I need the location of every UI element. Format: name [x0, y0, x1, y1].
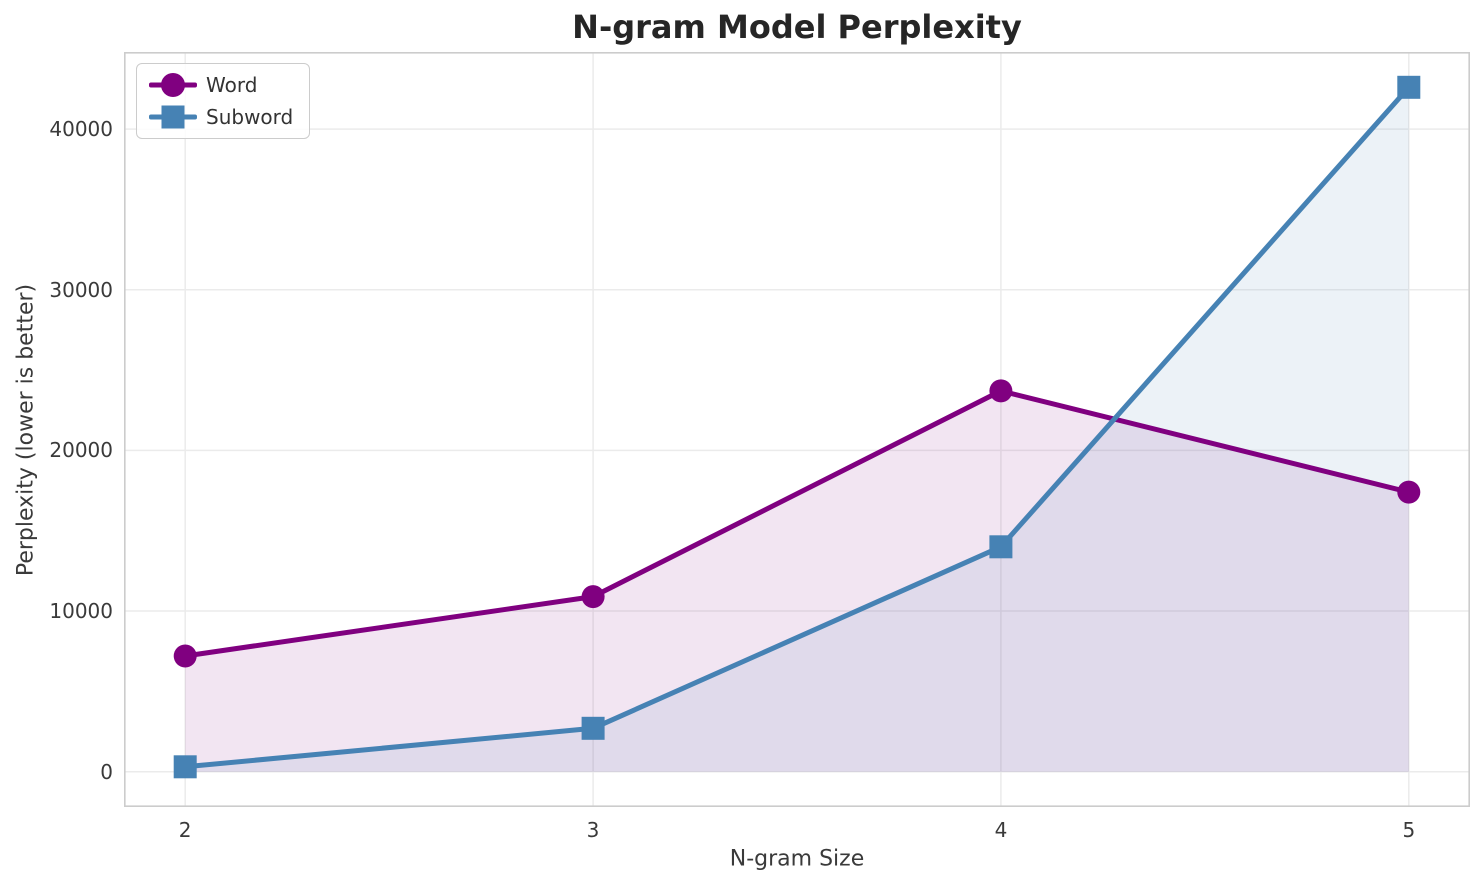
marker-word: [989, 379, 1013, 403]
legend: Word Subword: [136, 63, 311, 139]
chart-title: N-gram Model Perplexity: [572, 8, 1022, 46]
square-marker-icon: [149, 103, 197, 131]
y-tick-label: 20000: [49, 438, 113, 463]
y-tick-label: 10000: [49, 599, 113, 624]
y-tick-label: 0: [100, 759, 113, 784]
legend-item-word: Word: [149, 71, 293, 99]
plot-area: [124, 52, 1470, 807]
plot-canvas: [124, 52, 1470, 807]
marker-subword: [989, 535, 1013, 559]
x-tick-label: 4: [994, 818, 1008, 842]
marker-word: [173, 644, 197, 668]
legend-label: Word: [206, 73, 258, 97]
x-tick-label: 5: [1402, 818, 1416, 842]
area-fill-subword: [185, 87, 1409, 772]
circle-marker-icon: [149, 71, 197, 99]
marker-word: [1397, 480, 1421, 504]
marker-subword: [581, 716, 605, 740]
plot-border: [124, 52, 1470, 807]
line-subword: [182, 84, 1412, 770]
marker-subword: [1397, 75, 1421, 99]
legend-marker-shape: [161, 73, 185, 97]
x-tick-label: 3: [586, 818, 600, 842]
marker-subword: [173, 755, 197, 779]
legend-label: Subword: [206, 105, 294, 129]
x-tick-label: 2: [178, 818, 192, 842]
legend-marker-shape: [161, 105, 185, 129]
legend-item-subword: Subword: [149, 103, 293, 131]
y-axis-label: Perplexity (lower is better): [13, 283, 39, 577]
marker-word: [581, 585, 605, 609]
x-axis-label: N-gram Size: [729, 846, 865, 872]
y-tick-label: 30000: [49, 277, 113, 302]
area-fill-word: [185, 390, 1409, 772]
line-word: [182, 388, 1412, 659]
y-tick-label: 40000: [49, 117, 113, 142]
